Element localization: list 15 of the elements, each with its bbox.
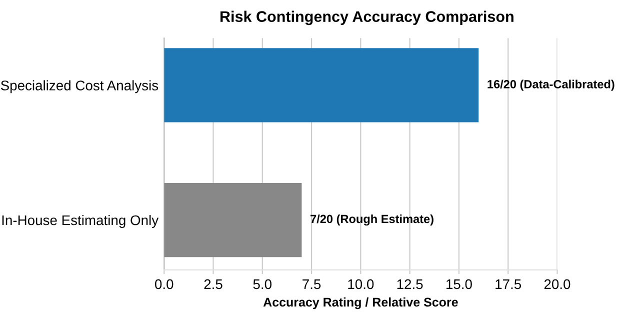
x-axis-title: Accuracy Rating / Relative Score [263, 297, 458, 310]
y-tick-label: In-House Estimating Only [2, 214, 159, 228]
x-tick-label: 2.5 [204, 279, 222, 290]
x-tick-label: 15.0 [446, 279, 472, 290]
data-label: 7/20 (Rough Estimate) [310, 214, 434, 226]
x-tick-label: 20.0 [544, 279, 570, 290]
x-tick-label: 10.0 [348, 279, 374, 290]
y-tick-label: Specialized Cost Analysis [0, 80, 158, 94]
x-tick-label: 0.0 [155, 279, 174, 290]
data-label: 16/20 (Data-Calibrated) [488, 80, 614, 91]
x-tick-label: 12.5 [397, 279, 423, 290]
x-tick-label: 17.5 [496, 279, 522, 290]
chart-title: Risk Contingency Accuracy Comparison [220, 10, 514, 26]
x-tick-label: 7.5 [302, 279, 321, 290]
x-tick-label: 5.0 [253, 279, 272, 290]
